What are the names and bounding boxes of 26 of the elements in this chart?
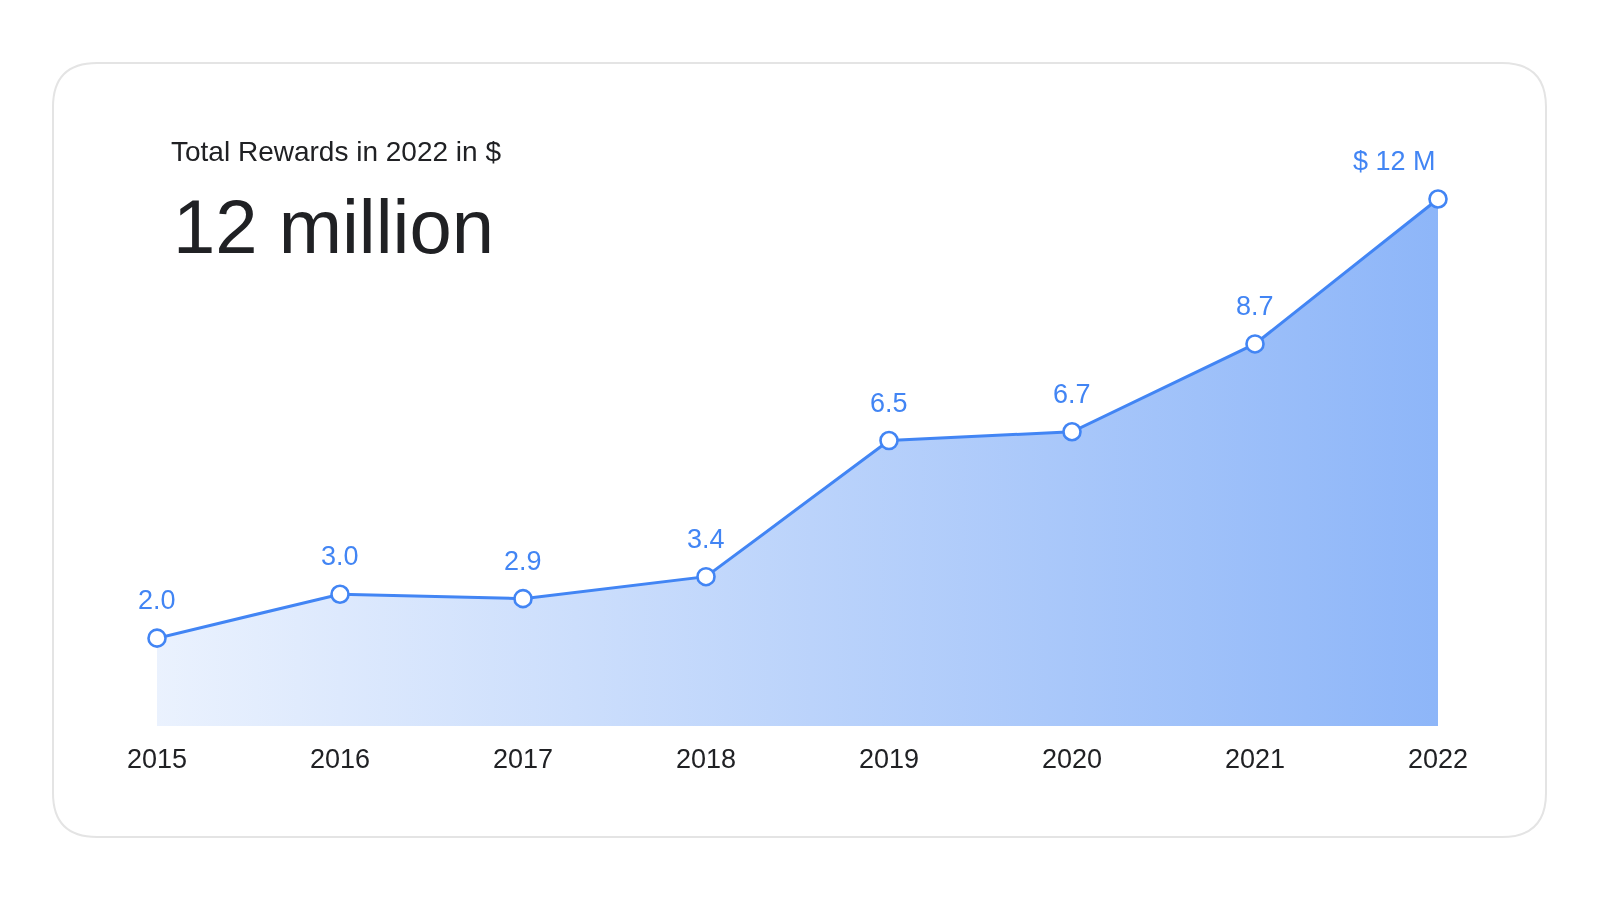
chart-title: Total Rewards in 2022 in $ <box>171 135 502 167</box>
x-tick-label: 2019 <box>858 744 920 774</box>
x-tick-label: 2015 <box>126 744 188 774</box>
x-tick-label: 2016 <box>309 744 371 774</box>
point <box>147 628 167 648</box>
data-label: 3.4 <box>687 524 725 554</box>
point <box>696 566 716 587</box>
point <box>1245 334 1265 354</box>
x-tick-label: 2020 <box>1041 744 1103 774</box>
x-tick-label: 2017 <box>492 744 554 774</box>
x-tick-label: 2018 <box>675 744 737 774</box>
point <box>879 430 899 451</box>
data-label: 6.7 <box>1053 379 1091 409</box>
data-label: $ 12 M <box>1353 146 1436 176</box>
point <box>513 588 533 609</box>
chart-subtitle: 12 million <box>173 184 495 269</box>
data-label: 2.0 <box>138 585 176 615</box>
x-tick-label: 2021 <box>1224 744 1286 774</box>
data-label: 3.0 <box>321 541 359 571</box>
data-label: 8.7 <box>1236 291 1274 321</box>
data-label: 6.5 <box>870 388 908 418</box>
data-label: 2.9 <box>504 546 542 576</box>
point <box>1062 421 1082 442</box>
x-tick-label: 2022 <box>1407 744 1469 774</box>
point <box>330 584 350 605</box>
point <box>1428 189 1448 209</box>
